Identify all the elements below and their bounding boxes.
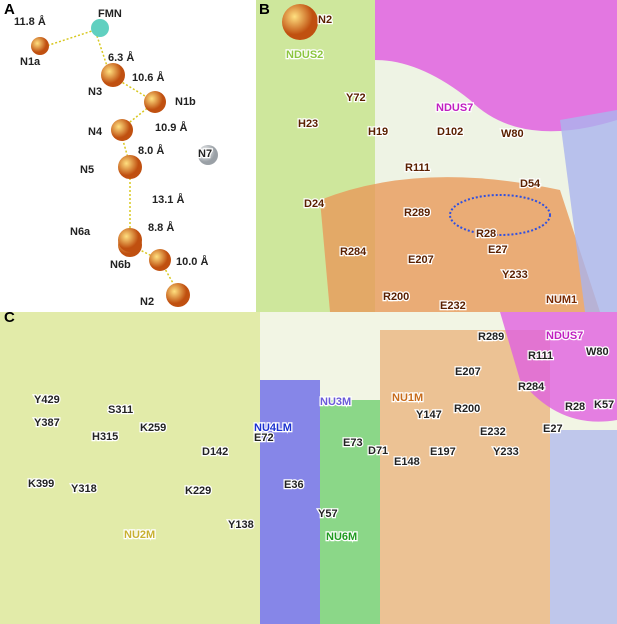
subunit-label: NDUS2 — [286, 49, 323, 61]
residue-label: W80 — [501, 128, 524, 140]
residue-label: 6.3 Å — [108, 51, 134, 64]
residue-label: 10.6 Å — [132, 71, 164, 84]
residue-label: R284 — [518, 381, 545, 393]
residue-label: E197 — [430, 446, 456, 458]
residue-label: Y233 — [502, 269, 528, 281]
residue-label: K57 — [594, 399, 614, 411]
residue-label: K259 — [140, 422, 166, 434]
residue-label: E27 — [488, 244, 508, 256]
residue-label: D71 — [368, 445, 388, 457]
residue-label: N2 — [140, 296, 154, 308]
residue-label: R200 — [383, 291, 409, 303]
subunit-label: NU1M — [392, 392, 423, 404]
clusters — [31, 19, 218, 307]
residue-label: N5 — [80, 164, 94, 176]
residue-label: E72 — [254, 432, 274, 444]
residue-label: 10.9 Å — [155, 121, 187, 134]
residue-label: Y233 — [493, 446, 519, 458]
residue-label: E207 — [408, 254, 434, 266]
residue-label: R111 — [405, 162, 430, 174]
residue-label: E207 — [455, 366, 481, 378]
residue-label: Y429 — [34, 394, 60, 406]
residue-label: E73 — [343, 437, 363, 449]
residue-label: N3 — [88, 86, 102, 98]
residue-label: N7 — [198, 148, 212, 160]
residue-label: 8.0 Å — [138, 144, 164, 157]
residue-label: Y138 — [228, 519, 254, 531]
panel-letter: B — [259, 1, 270, 18]
panel-a-image — [39, 29, 179, 293]
subunit-label: NDUS7 — [546, 330, 583, 342]
residue-label: N1a — [20, 56, 41, 68]
subunit-label: NUM1 — [546, 294, 577, 306]
residue-label: K399 — [28, 478, 54, 490]
residue-label: R289 — [404, 207, 430, 219]
residue-label: R28 — [476, 228, 496, 240]
residue-label: Y72 — [346, 92, 366, 104]
residue-label: Y147 — [416, 409, 442, 421]
residue-label: R200 — [454, 403, 480, 415]
residue-label: Y387 — [34, 417, 60, 429]
residue-label: E148 — [394, 456, 420, 468]
residue-label: 13.1 Å — [152, 193, 184, 206]
residue-label: E27 — [543, 423, 563, 435]
residue-label: Y57 — [318, 508, 338, 520]
residue-label: Y318 — [71, 483, 97, 495]
residue-label: N6b — [110, 259, 131, 271]
residue-label: E232 — [480, 426, 506, 438]
panel-letter: C — [4, 309, 15, 326]
residue-label: R28 — [565, 401, 585, 413]
residue-label: FMN — [98, 8, 122, 20]
residue-label: D54 — [520, 178, 541, 190]
residue-label: H23 — [298, 118, 318, 130]
subunit-label: NU3M — [320, 396, 351, 408]
residue-label: R289 — [478, 331, 504, 343]
subunit-label: NU4LM — [254, 422, 292, 434]
residue-label: N2 — [318, 14, 332, 26]
residue-label: 11.8 Å — [14, 15, 46, 28]
subunit-label: NU6M — [326, 531, 357, 543]
residue-label: R284 — [340, 246, 367, 258]
residue-label: 10.0 Å — [176, 255, 208, 268]
residue-label: N6a — [70, 226, 91, 238]
subunit-label: NDUS7 — [436, 102, 473, 114]
residue-label: N4 — [88, 126, 103, 138]
residue-label: H19 — [368, 126, 388, 138]
residue-label: K229 — [185, 485, 211, 497]
subunit-label: NU2M — [124, 529, 155, 541]
residue-label: E36 — [284, 479, 304, 491]
residue-label: D102 — [437, 126, 463, 138]
residue-label: S311 — [108, 404, 133, 416]
residue-label: 8.8 Å — [148, 221, 174, 234]
residue-label: D142 — [202, 446, 228, 458]
panel-c-image — [0, 312, 617, 624]
residue-label: D24 — [304, 198, 325, 210]
residue-label: R111 — [528, 350, 553, 362]
panel-b-image — [255, 0, 617, 312]
residue-label: E232 — [440, 300, 466, 312]
residue-label: W80 — [586, 346, 609, 358]
panel-letter: A — [4, 1, 15, 18]
residue-label: H315 — [92, 431, 118, 443]
residue-label: N1b — [175, 96, 196, 108]
